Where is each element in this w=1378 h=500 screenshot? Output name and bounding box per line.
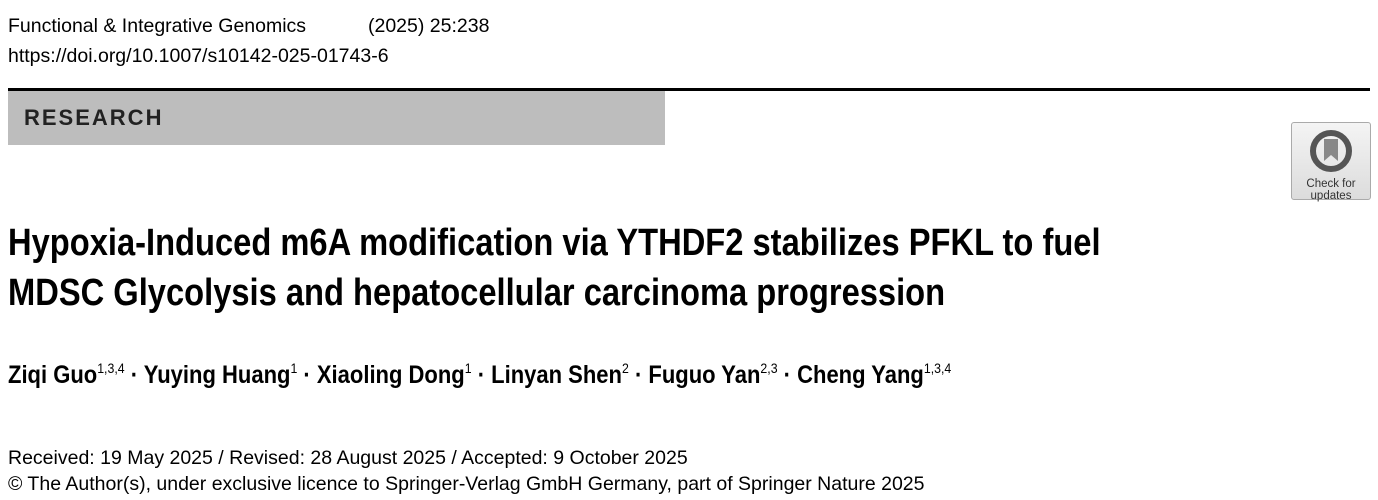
article-type: RESEARCH (24, 105, 164, 130)
author-affiliation: 1,3,4 (923, 360, 952, 376)
header-rule (8, 88, 1370, 91)
copyright: © The Author(s), under exclusive licence… (8, 473, 925, 495)
author-affiliation: 1,3,4 (97, 360, 125, 376)
author-separator: · (297, 361, 317, 389)
article-dates: Received: 19 May 2025 / Revised: 28 Augu… (8, 447, 688, 469)
author-affiliation: 2 (621, 360, 629, 376)
journal-name: Functional & Integrative Genomics (8, 15, 307, 37)
author-separator: · (628, 361, 649, 389)
check-for-updates-icon (1310, 130, 1352, 172)
author-separator: · (124, 361, 144, 389)
author-list: Ziqi Guo1,3,4 · Yuying Huang1 · Xiaoling… (8, 360, 951, 390)
citation: (2025) 25:238 (368, 15, 490, 37)
author-name[interactable]: Yuying Huang (143, 361, 291, 389)
article-title: Hypoxia-Induced m6A modification via YTH… (8, 222, 1101, 314)
author-name[interactable]: Ziqi Guo (8, 361, 98, 389)
doi-link[interactable]: https://doi.org/10.1007/s10142-025-01743… (8, 45, 389, 67)
article-type-band: RESEARCH (8, 91, 665, 145)
author-affiliation: 1 (464, 360, 472, 376)
author-affiliation: 1 (290, 360, 298, 376)
author-separator: · (777, 361, 798, 389)
author-name[interactable]: Fuguo Yan (648, 361, 761, 389)
check-for-updates-button[interactable]: Check for updates (1291, 122, 1371, 202)
author-name[interactable]: Cheng Yang (797, 361, 924, 389)
author-affiliation: 2,3 (760, 360, 778, 376)
author-name[interactable]: Linyan Shen (491, 361, 622, 389)
author-separator: · (471, 361, 492, 389)
author-name[interactable]: Xiaoling Dong (316, 361, 465, 389)
